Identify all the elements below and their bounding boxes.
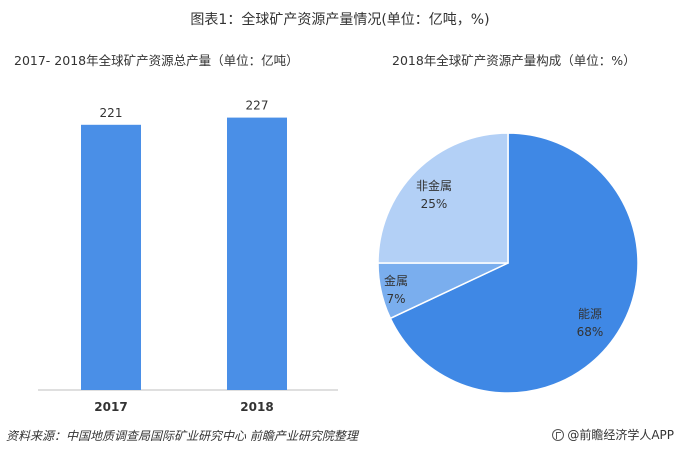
brand-credit: @前瞻经济学人APP bbox=[552, 426, 674, 443]
bar-2018 bbox=[227, 117, 287, 390]
chart-main-title: 图表1：全球矿产资源产量情况(单位：亿吨，%) bbox=[190, 12, 490, 28]
pie-slice-非金属 bbox=[377, 132, 509, 264]
pie-slice-value: 68% bbox=[577, 325, 604, 339]
bar-2017 bbox=[81, 124, 141, 391]
pie-slice-label: 能源 bbox=[578, 307, 602, 321]
brand-text: @前瞻经济学人APP bbox=[567, 428, 674, 442]
bar-category-label: 2017 bbox=[94, 400, 127, 414]
pie-slice-能源 bbox=[389, 132, 639, 394]
bar-category-label: 2018 bbox=[240, 400, 273, 414]
pie-chart-title: 2018年全球矿产资源产量构成（单位：%） bbox=[392, 53, 636, 68]
pie-slice-label: 金属 bbox=[384, 273, 408, 288]
bar-value-label: 227 bbox=[246, 99, 269, 113]
pie-slice-value: 25% bbox=[421, 197, 448, 211]
qianzhan-logo-icon bbox=[552, 428, 565, 441]
source-note: 资料来源：中国地质调查局国际矿业研究中心 前瞻产业研究院整理 bbox=[6, 429, 358, 443]
pie-slice-value: 7% bbox=[386, 292, 405, 306]
pie-slice-label: 非金属 bbox=[416, 178, 452, 193]
bar-chart-title: 2017- 2018年全球矿产资源总产量（单位：亿吨） bbox=[14, 53, 299, 68]
bar-value-label: 221 bbox=[100, 106, 123, 120]
